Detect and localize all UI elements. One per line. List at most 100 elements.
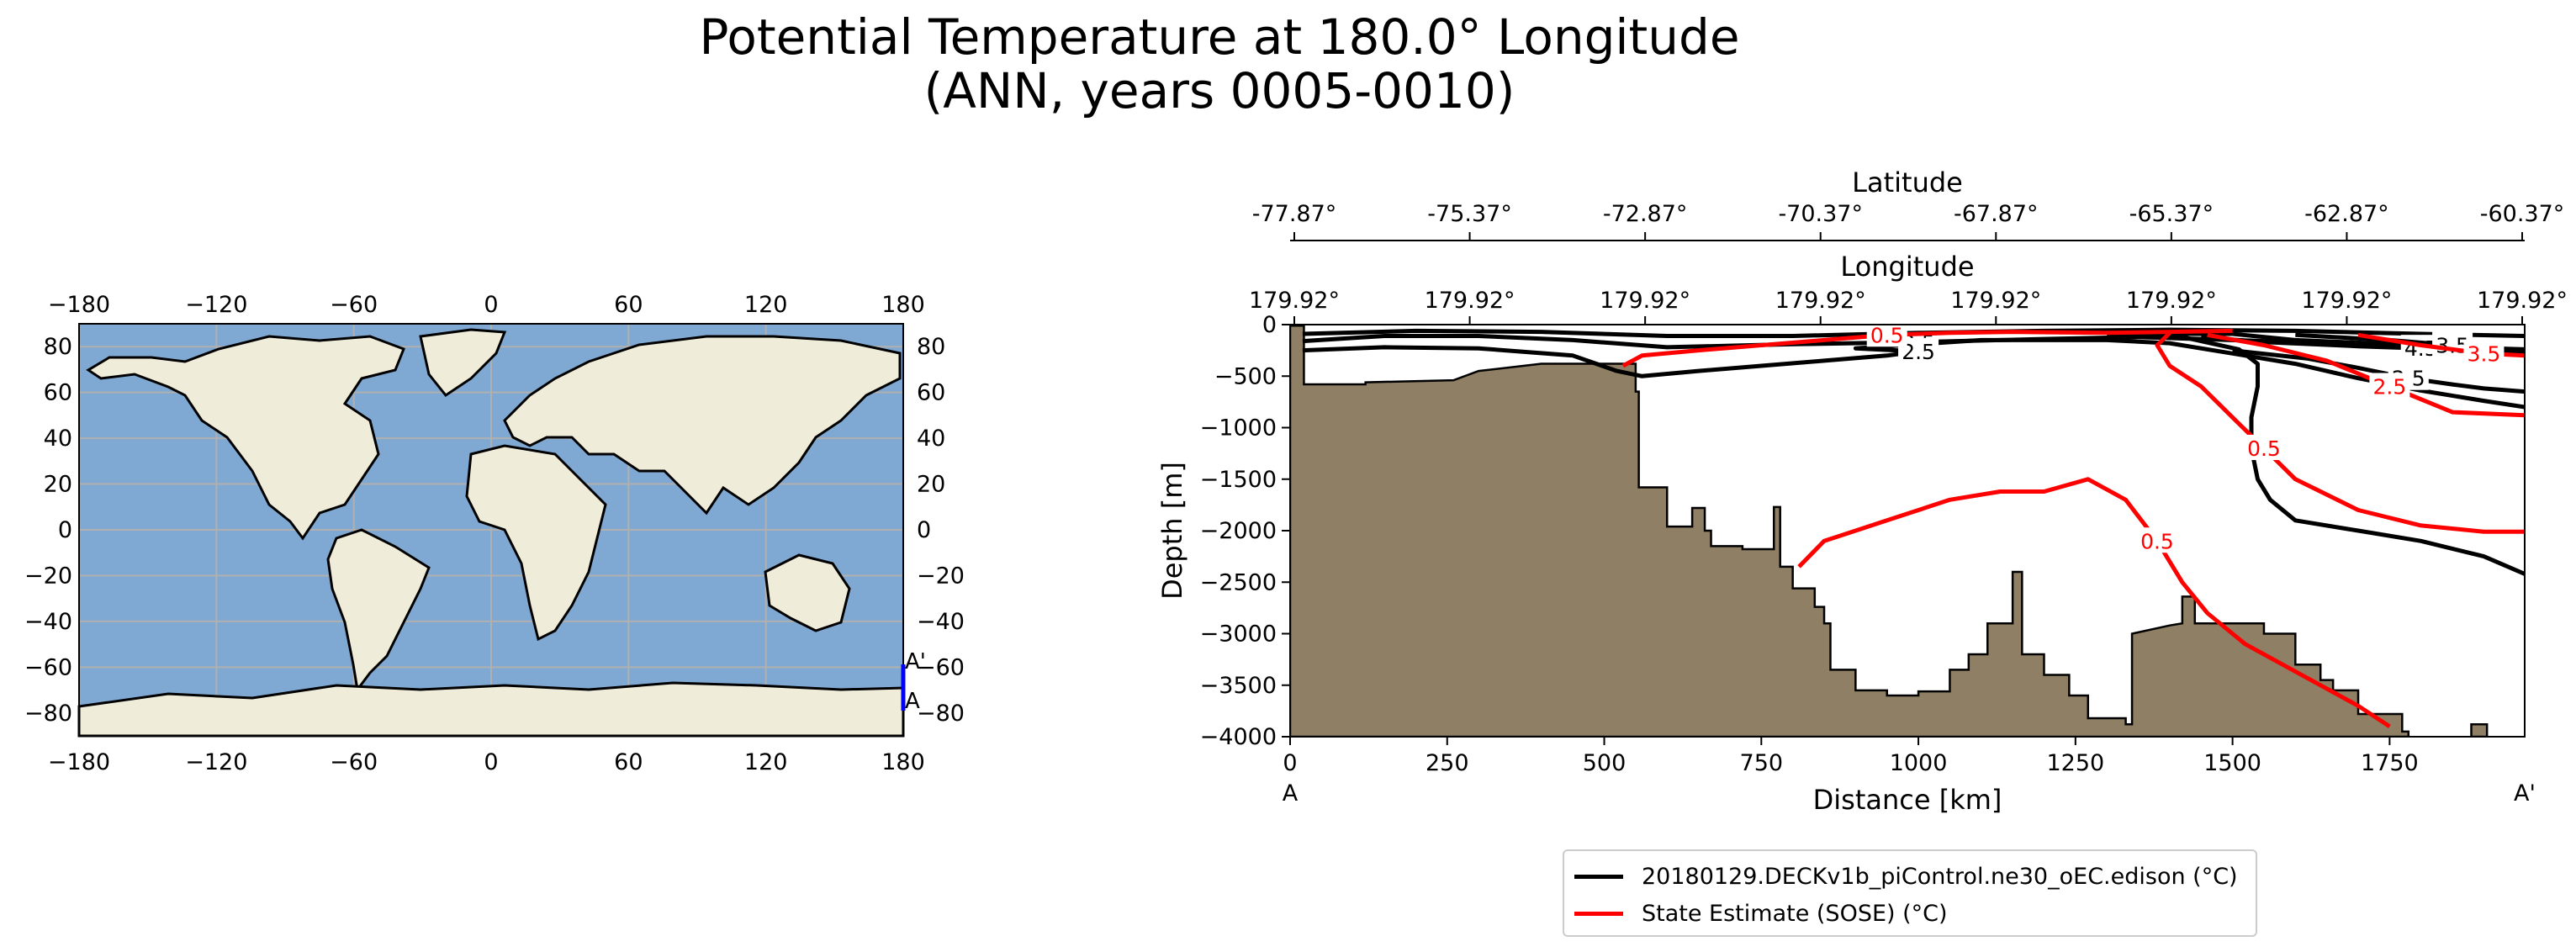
legend-label-obs: State Estimate (SOSE) (°C): [1642, 900, 1948, 927]
y-tick-label: 0: [1262, 312, 1277, 338]
map-lat-tick-right: −40: [917, 609, 965, 635]
figure-title-line1: Potential Temperature at 180.0° Longitud…: [699, 8, 1740, 66]
map-lon-tick-top: −180: [48, 292, 110, 318]
longitude-tick-label: 179.92°: [1950, 288, 2041, 314]
map-lon-tick-top: 120: [744, 292, 788, 318]
map-lon-tick-bottom: 120: [744, 749, 788, 775]
x-tick-label: 1250: [2046, 750, 2104, 776]
legend-item-obs: State Estimate (SOSE) (°C): [1574, 896, 1948, 930]
contour-label-bg: [2369, 373, 2410, 399]
map-lat-tick-right: 40: [917, 426, 945, 452]
contour-label: 2.5: [2372, 375, 2406, 399]
legend-swatch-obs: [1574, 911, 1623, 916]
map-lat-tick-left: −20: [24, 563, 72, 589]
x-tick-label: 0: [1283, 750, 1297, 776]
map-lat-tick-right: 60: [917, 380, 945, 406]
longitude-tick-label: 179.92°: [1775, 288, 1866, 314]
sose-contour: [1797, 477, 2391, 728]
model-contour: [2138, 331, 2525, 576]
bathymetry-seamount: [2470, 723, 2489, 737]
contour-label-bg: [2243, 435, 2284, 460]
longitude-tick-label: 179.92°: [1425, 288, 1515, 314]
latitude-tick-label: -77.87°: [1252, 201, 1337, 227]
y-tick-label: −4000: [1200, 724, 1277, 750]
x-tick-label: 1500: [2203, 750, 2261, 776]
y-tick-label: −1500: [1200, 467, 1277, 493]
map-lon-tick-top: 60: [614, 292, 643, 318]
contour-label-bg: [2463, 340, 2505, 366]
x-end-label-start: A: [1283, 780, 1299, 807]
x-tick-label: 1000: [1890, 750, 1948, 776]
contour-label: 3.5: [2436, 334, 2469, 358]
map-lon-tick-bottom: −180: [48, 749, 110, 775]
y-tick-label: −1000: [1200, 415, 1277, 442]
map-lat-tick-right: −20: [917, 563, 965, 589]
longitude-tick-label: 179.92°: [2301, 288, 2392, 314]
y-tick-label: −500: [1214, 363, 1277, 389]
latitude-tick-label: -65.37°: [2129, 201, 2214, 227]
y-axis-title: Depth [m]: [1156, 462, 1188, 600]
map-lon-tick-bottom: −60: [330, 749, 378, 775]
sose-contour: [2207, 332, 2525, 418]
map-lat-tick-left: 0: [58, 517, 72, 543]
latitude-tick-label: -62.87°: [2304, 201, 2389, 227]
contour-label: 3.5: [2468, 341, 2501, 366]
x-tick-label: 500: [1583, 750, 1627, 776]
map-lat-tick-left: −40: [24, 609, 72, 635]
map-lat-tick-right: 80: [917, 334, 945, 360]
map-lat-tick-left: −60: [24, 654, 72, 680]
x-axis-title: Distance [km]: [1813, 784, 2002, 816]
longitude-tick-label: 179.92°: [2126, 288, 2217, 314]
map-lat-tick-right: 20: [917, 472, 945, 498]
x-tick-label: 250: [1426, 750, 1469, 776]
map-lon-tick-top: −60: [330, 292, 378, 318]
contour-label: 2.5: [1902, 340, 1935, 364]
map-lat-tick-right: 0: [917, 517, 931, 543]
bathymetry: [1290, 325, 2410, 737]
map-lat-tick-left: 20: [44, 472, 72, 498]
map-lon-tick-top: 0: [484, 292, 498, 318]
y-tick-label: −3500: [1200, 673, 1277, 699]
longitude-tick-label: 179.92°: [1249, 288, 1340, 314]
contour-label: 0.5: [1870, 323, 1904, 347]
figure-title-line2: (ANN, years 0005-0010): [923, 62, 1515, 119]
x-tick-label: 1750: [2361, 750, 2419, 776]
sose-contour: [2357, 332, 2525, 358]
latitude-tick-label: -70.37°: [1778, 201, 1863, 227]
map-lat-tick-left: 60: [44, 380, 72, 406]
map-lat-tick-left: −80: [24, 701, 72, 727]
latitude-tick-label: -72.87°: [1603, 201, 1688, 227]
x-tick-label: 750: [1740, 750, 1784, 776]
contour-label: 0.5: [2140, 529, 2174, 553]
map-lon-tick-bottom: −120: [185, 749, 247, 775]
y-tick-label: −2500: [1200, 569, 1277, 595]
legend-swatch-model: [1574, 874, 1623, 879]
y-tick-label: −2000: [1200, 518, 1277, 544]
top-axis-longitude-title: Longitude: [1840, 251, 1974, 283]
x-end-label-end: A': [2514, 780, 2536, 807]
legend-item-model: 20180129.DECKv1b_piControl.ne30_oEC.edis…: [1574, 859, 2238, 893]
section-label-start: A: [905, 689, 920, 714]
map-lon-tick-bottom: 60: [614, 749, 643, 775]
map-lat-tick-left: 80: [44, 334, 72, 360]
y-tick-label: −3000: [1200, 621, 1277, 648]
map-lat-tick-right: −60: [917, 654, 965, 680]
map-land: [77, 328, 905, 738]
section-label-end: A': [905, 649, 926, 674]
longitude-tick-label: 179.92°: [1600, 288, 1690, 314]
latitude-tick-label: -75.37°: [1427, 201, 1512, 227]
map-lon-tick-bottom: 0: [484, 749, 498, 775]
legend-label-model: 20180129.DECKv1b_piControl.ne30_oEC.edis…: [1642, 863, 2238, 890]
latitude-tick-label: -60.37°: [2480, 201, 2565, 227]
contour-label: 0.5: [2247, 436, 2281, 461]
contour-label-bg: [1866, 325, 1907, 347]
map-lat-tick-left: 40: [44, 426, 72, 452]
top-axis-latitude-title: Latitude: [1852, 167, 1963, 198]
contour-label-bg: [2136, 527, 2177, 553]
map-axis-ticks: −180 −180 −120 −120 −60 −60 0 0 60 60 120 120 180 180…: [24, 292, 965, 775]
map-frame: [78, 323, 904, 737]
section-axes: 0 250 500 750 1000 1250 1500 1750 0 −500 −1000 −150…: [1200, 201, 2568, 776]
world-map: −180 −180 −120 −120 −60 −60 0 0 60 60 120 120 180 180…: [24, 292, 965, 775]
longitude-tick-label: 179.92°: [2477, 288, 2568, 314]
